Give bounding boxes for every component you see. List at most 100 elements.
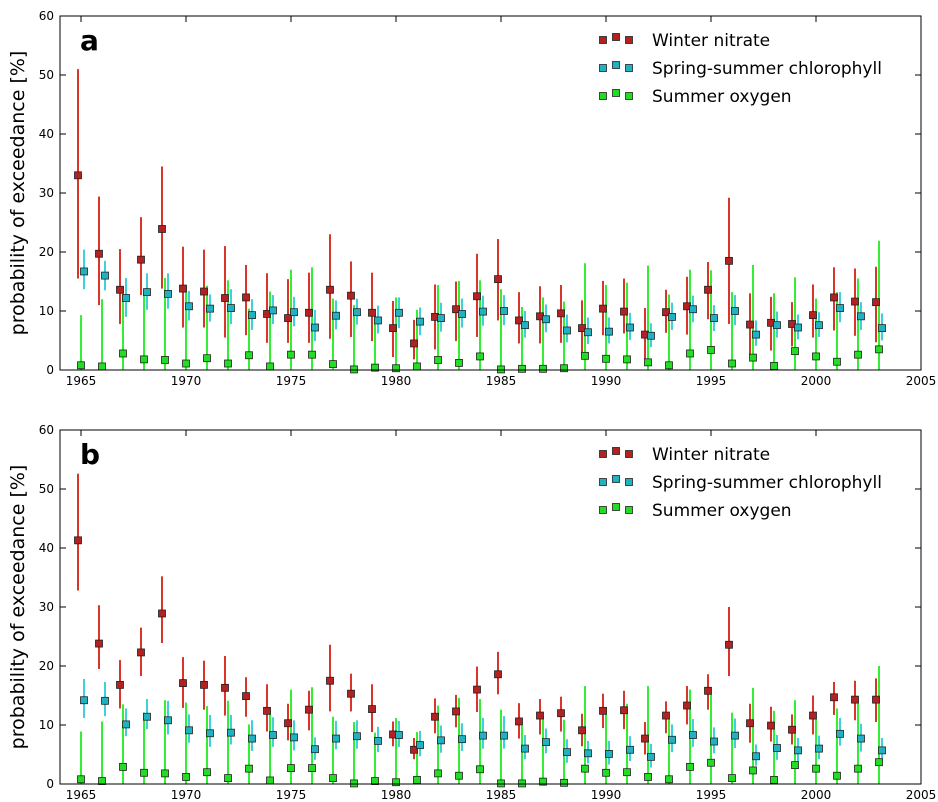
data-point xyxy=(560,778,568,787)
data-point xyxy=(158,609,166,618)
series-oxygen-errorbars xyxy=(80,240,880,370)
data-point xyxy=(641,734,649,743)
plot-frame xyxy=(59,15,922,371)
data-point xyxy=(752,330,760,339)
data-point xyxy=(80,696,88,705)
legend-label: Spring-summer chlorophyll xyxy=(652,473,882,493)
data-point xyxy=(647,752,655,761)
y-tick-label: 60 xyxy=(39,9,54,23)
y-axis-label: probability of exceedance [%] xyxy=(7,465,29,750)
data-point xyxy=(875,345,883,354)
data-point xyxy=(725,640,733,649)
data-point xyxy=(809,711,817,720)
x-tick-label: 1970 xyxy=(171,788,202,802)
legend-label: Spring-summer chlorophyll xyxy=(652,59,882,79)
legend-marker xyxy=(599,478,607,486)
data-point xyxy=(500,307,508,315)
data-point xyxy=(878,746,886,755)
data-point xyxy=(857,734,865,743)
data-point xyxy=(389,324,397,333)
data-point xyxy=(203,354,211,363)
data-point xyxy=(563,326,571,335)
data-point xyxy=(206,304,214,313)
data-point xyxy=(455,359,463,367)
data-point xyxy=(536,711,544,720)
data-point xyxy=(707,758,715,767)
x-tick-label: 2005 xyxy=(906,788,937,802)
data-point xyxy=(227,304,235,312)
data-point xyxy=(620,307,628,316)
data-point xyxy=(599,304,607,313)
data-point xyxy=(455,771,463,780)
series-nitrate-points xyxy=(74,536,880,754)
data-point xyxy=(347,689,355,698)
legend-marker xyxy=(599,506,607,514)
legend-marker xyxy=(612,447,620,455)
data-point xyxy=(185,302,193,311)
data-point xyxy=(623,768,631,777)
data-point xyxy=(746,719,754,728)
data-point xyxy=(161,769,169,778)
data-point xyxy=(581,351,589,360)
data-point xyxy=(521,744,529,753)
data-point xyxy=(80,267,88,276)
data-point xyxy=(248,311,256,320)
data-point xyxy=(872,298,880,307)
legend-marker xyxy=(599,64,607,72)
x-tick-label: 1975 xyxy=(276,788,307,802)
x-tick-label: 2000 xyxy=(801,374,832,388)
data-point xyxy=(95,639,103,648)
data-point xyxy=(182,359,190,368)
data-point xyxy=(581,764,589,773)
data-point xyxy=(875,758,883,767)
y-tick-label: 0 xyxy=(46,363,54,377)
data-point xyxy=(266,776,274,785)
data-point xyxy=(284,719,292,728)
data-point xyxy=(542,315,550,324)
data-point xyxy=(812,352,820,361)
data-point xyxy=(602,768,610,777)
data-point xyxy=(620,706,628,715)
data-point xyxy=(773,744,781,752)
data-point xyxy=(77,775,85,784)
data-point xyxy=(122,294,130,302)
panel-a: 0 10 20 30 40 50 60 1965 1970 1975 1980 1985 1990 199… xyxy=(7,9,936,388)
legend-marker xyxy=(625,478,633,486)
data-point xyxy=(74,536,82,545)
y-tick-label: 60 xyxy=(39,423,54,437)
data-point xyxy=(854,350,862,359)
data-point xyxy=(644,358,652,367)
legend-label: Winter nitrate xyxy=(652,31,770,51)
data-point xyxy=(311,745,319,754)
y-tick-label: 50 xyxy=(39,68,54,82)
data-point xyxy=(119,349,127,358)
legend-label: Summer oxygen xyxy=(652,87,792,107)
data-point xyxy=(290,733,298,742)
legend-marker xyxy=(612,61,620,69)
data-point xyxy=(473,685,481,694)
data-point xyxy=(668,312,676,321)
data-point xyxy=(452,707,460,716)
data-point xyxy=(767,721,775,730)
legend-marker xyxy=(612,503,620,511)
data-point xyxy=(332,311,340,320)
data-point xyxy=(410,745,418,754)
data-point xyxy=(164,716,172,725)
data-point xyxy=(794,746,802,755)
legend-label: Winter nitrate xyxy=(652,445,770,465)
y-tick-label: 20 xyxy=(39,659,54,673)
data-point xyxy=(728,774,736,782)
data-point xyxy=(206,729,214,738)
data-point xyxy=(203,768,211,777)
x-tick-label: 1985 xyxy=(486,374,517,388)
data-point xyxy=(98,777,106,785)
data-point xyxy=(704,285,712,294)
data-point xyxy=(815,321,823,330)
data-point xyxy=(539,777,547,786)
legend-marker xyxy=(625,450,633,458)
data-point xyxy=(515,717,523,726)
data-point xyxy=(584,749,592,758)
x-tick-label: 1995 xyxy=(696,788,727,802)
data-point xyxy=(245,764,253,773)
